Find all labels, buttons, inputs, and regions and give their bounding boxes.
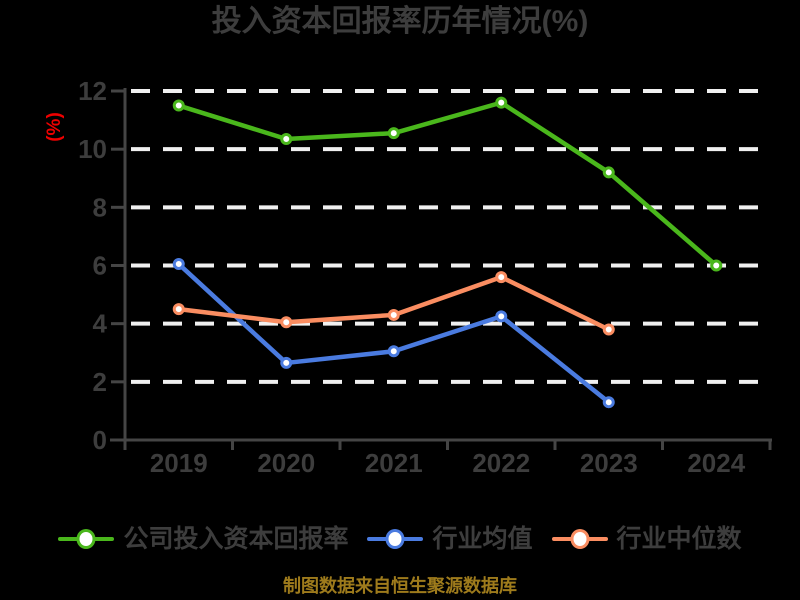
- legend-item-industry-average: 行业均值: [367, 524, 533, 553]
- data-source-note: 制图数据来自恒生聚源数据库: [283, 576, 517, 596]
- x-tick-label-2022: 2022: [472, 448, 530, 478]
- x-tick-label-2020: 2020: [257, 448, 315, 478]
- y-tick-label-8: 8: [93, 192, 107, 222]
- series-line-0: [176, 100, 719, 268]
- data-point-series-0: [495, 96, 508, 109]
- data-point-series-2: [495, 271, 508, 284]
- data-point-series-2: [280, 316, 293, 329]
- y-tick-label-0: 0: [93, 425, 107, 455]
- data-point-series-0: [280, 132, 293, 145]
- y-tick-label-6: 6: [93, 251, 107, 281]
- legend-marker-orange-icon: [551, 527, 608, 551]
- legend-marker-blue-icon: [367, 527, 424, 551]
- data-point-series-1: [387, 345, 400, 358]
- legend-label-industry-median: 行业中位数: [616, 524, 742, 553]
- data-point-series-0: [387, 127, 400, 140]
- data-point-series-0: [710, 259, 723, 272]
- legend-marker-green-icon: [58, 527, 115, 551]
- data-point-series-1: [495, 310, 508, 323]
- legend-item-company-roic: 公司投入资本回报率: [58, 524, 349, 553]
- x-tick-label-2021: 2021: [365, 448, 423, 478]
- x-tick-label-2023: 2023: [580, 448, 638, 478]
- legend-label-company-roic: 公司投入资本回报率: [123, 524, 349, 553]
- y-tick-label-10: 10: [78, 134, 107, 164]
- x-tick-label-2019: 2019: [150, 448, 208, 478]
- data-point-series-2: [602, 323, 615, 336]
- legend-item-industry-median: 行业中位数: [551, 524, 742, 553]
- y-tick-label-12: 12: [78, 76, 107, 106]
- chart-title: 投入资本回报率历年情况(%): [211, 5, 589, 38]
- data-point-series-0: [602, 166, 615, 179]
- y-axis-unit-label: (%): [44, 112, 65, 142]
- legend-label-industry-average: 行业均值: [432, 524, 533, 553]
- data-point-series-2: [387, 308, 400, 321]
- data-point-series-1: [172, 258, 185, 271]
- y-tick-label-4: 4: [93, 309, 108, 339]
- y-tick-label-2: 2: [93, 367, 107, 397]
- x-tick-label-2024: 2024: [687, 448, 745, 478]
- data-point-series-2: [172, 303, 185, 316]
- legend: 公司投入资本回报率 行业均值 行业中位数: [0, 521, 800, 557]
- data-point-series-0: [172, 99, 185, 112]
- data-point-series-1: [280, 356, 293, 369]
- data-point-series-1: [602, 396, 615, 409]
